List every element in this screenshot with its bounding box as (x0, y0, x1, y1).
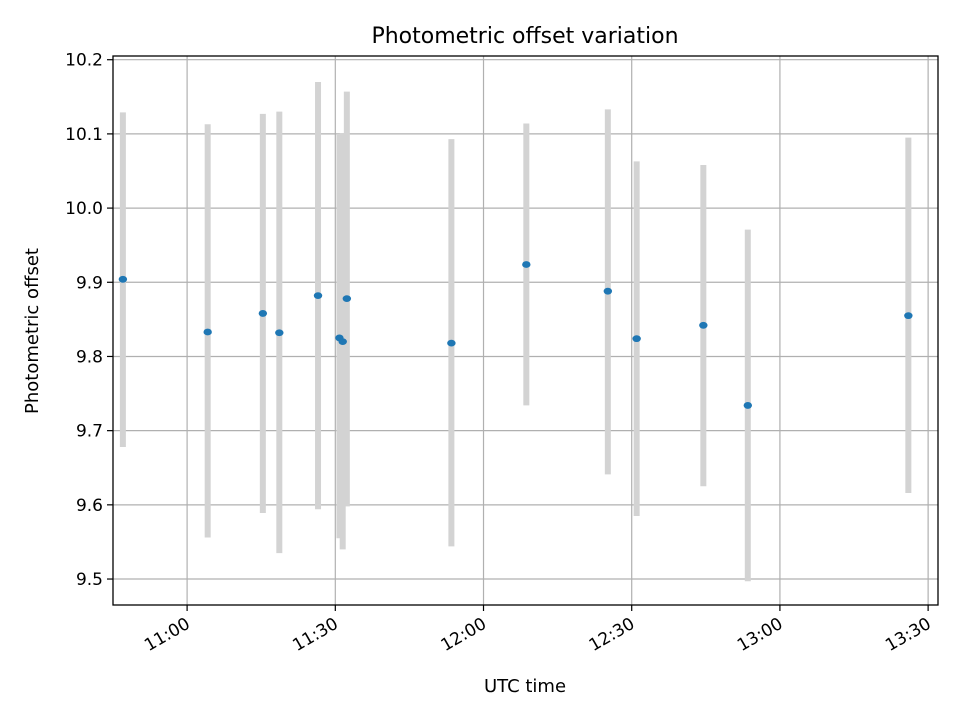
y-tick-label: 9.7 (76, 422, 103, 442)
y-tick-label: 9.9 (76, 273, 103, 293)
data-point (743, 402, 753, 409)
y-tick-label: 9.8 (76, 347, 103, 367)
chart-title: Photometric offset variation (371, 24, 678, 49)
y-tick-label: 9.6 (76, 496, 103, 516)
y-tick-label: 10.0 (65, 199, 103, 219)
data-point (203, 328, 212, 336)
data-point (258, 310, 268, 317)
y-tick-label: 9.5 (76, 570, 103, 590)
y-tick-label: 10.1 (65, 125, 103, 145)
error-bars (119, 81, 912, 582)
data-point (313, 292, 323, 300)
data-point (904, 312, 913, 320)
data-point (342, 295, 352, 302)
x-tick-label: 13:00 (734, 614, 786, 656)
data-point (522, 261, 531, 268)
x-tick-label: 12:30 (586, 614, 638, 656)
x-tick-label: 13:30 (882, 614, 934, 656)
x-tick-label: 11:30 (289, 614, 341, 656)
data-point (338, 338, 347, 346)
data-point (447, 339, 456, 347)
x-tick-label: 11:00 (141, 614, 193, 656)
data-points (118, 261, 913, 409)
x-axis-ticks: 11:00 11:30 12:00 12:30 13:00 13:30 (141, 605, 935, 656)
y-axis-ticks: 9.5 9.6 9.7 9.8 9.9 10.0 10.1 10.2 (65, 51, 113, 590)
data-point (603, 287, 613, 295)
data-point (699, 321, 708, 329)
data-point (632, 335, 641, 343)
x-axis-label: UTC time (484, 676, 566, 697)
plot-frame (112, 55, 939, 606)
y-axis-label: Photometric offset (22, 248, 43, 414)
data-point (118, 275, 128, 283)
data-point (275, 329, 284, 337)
x-tick-label: 12:00 (438, 614, 490, 656)
y-tick-label: 10.2 (65, 51, 103, 71)
